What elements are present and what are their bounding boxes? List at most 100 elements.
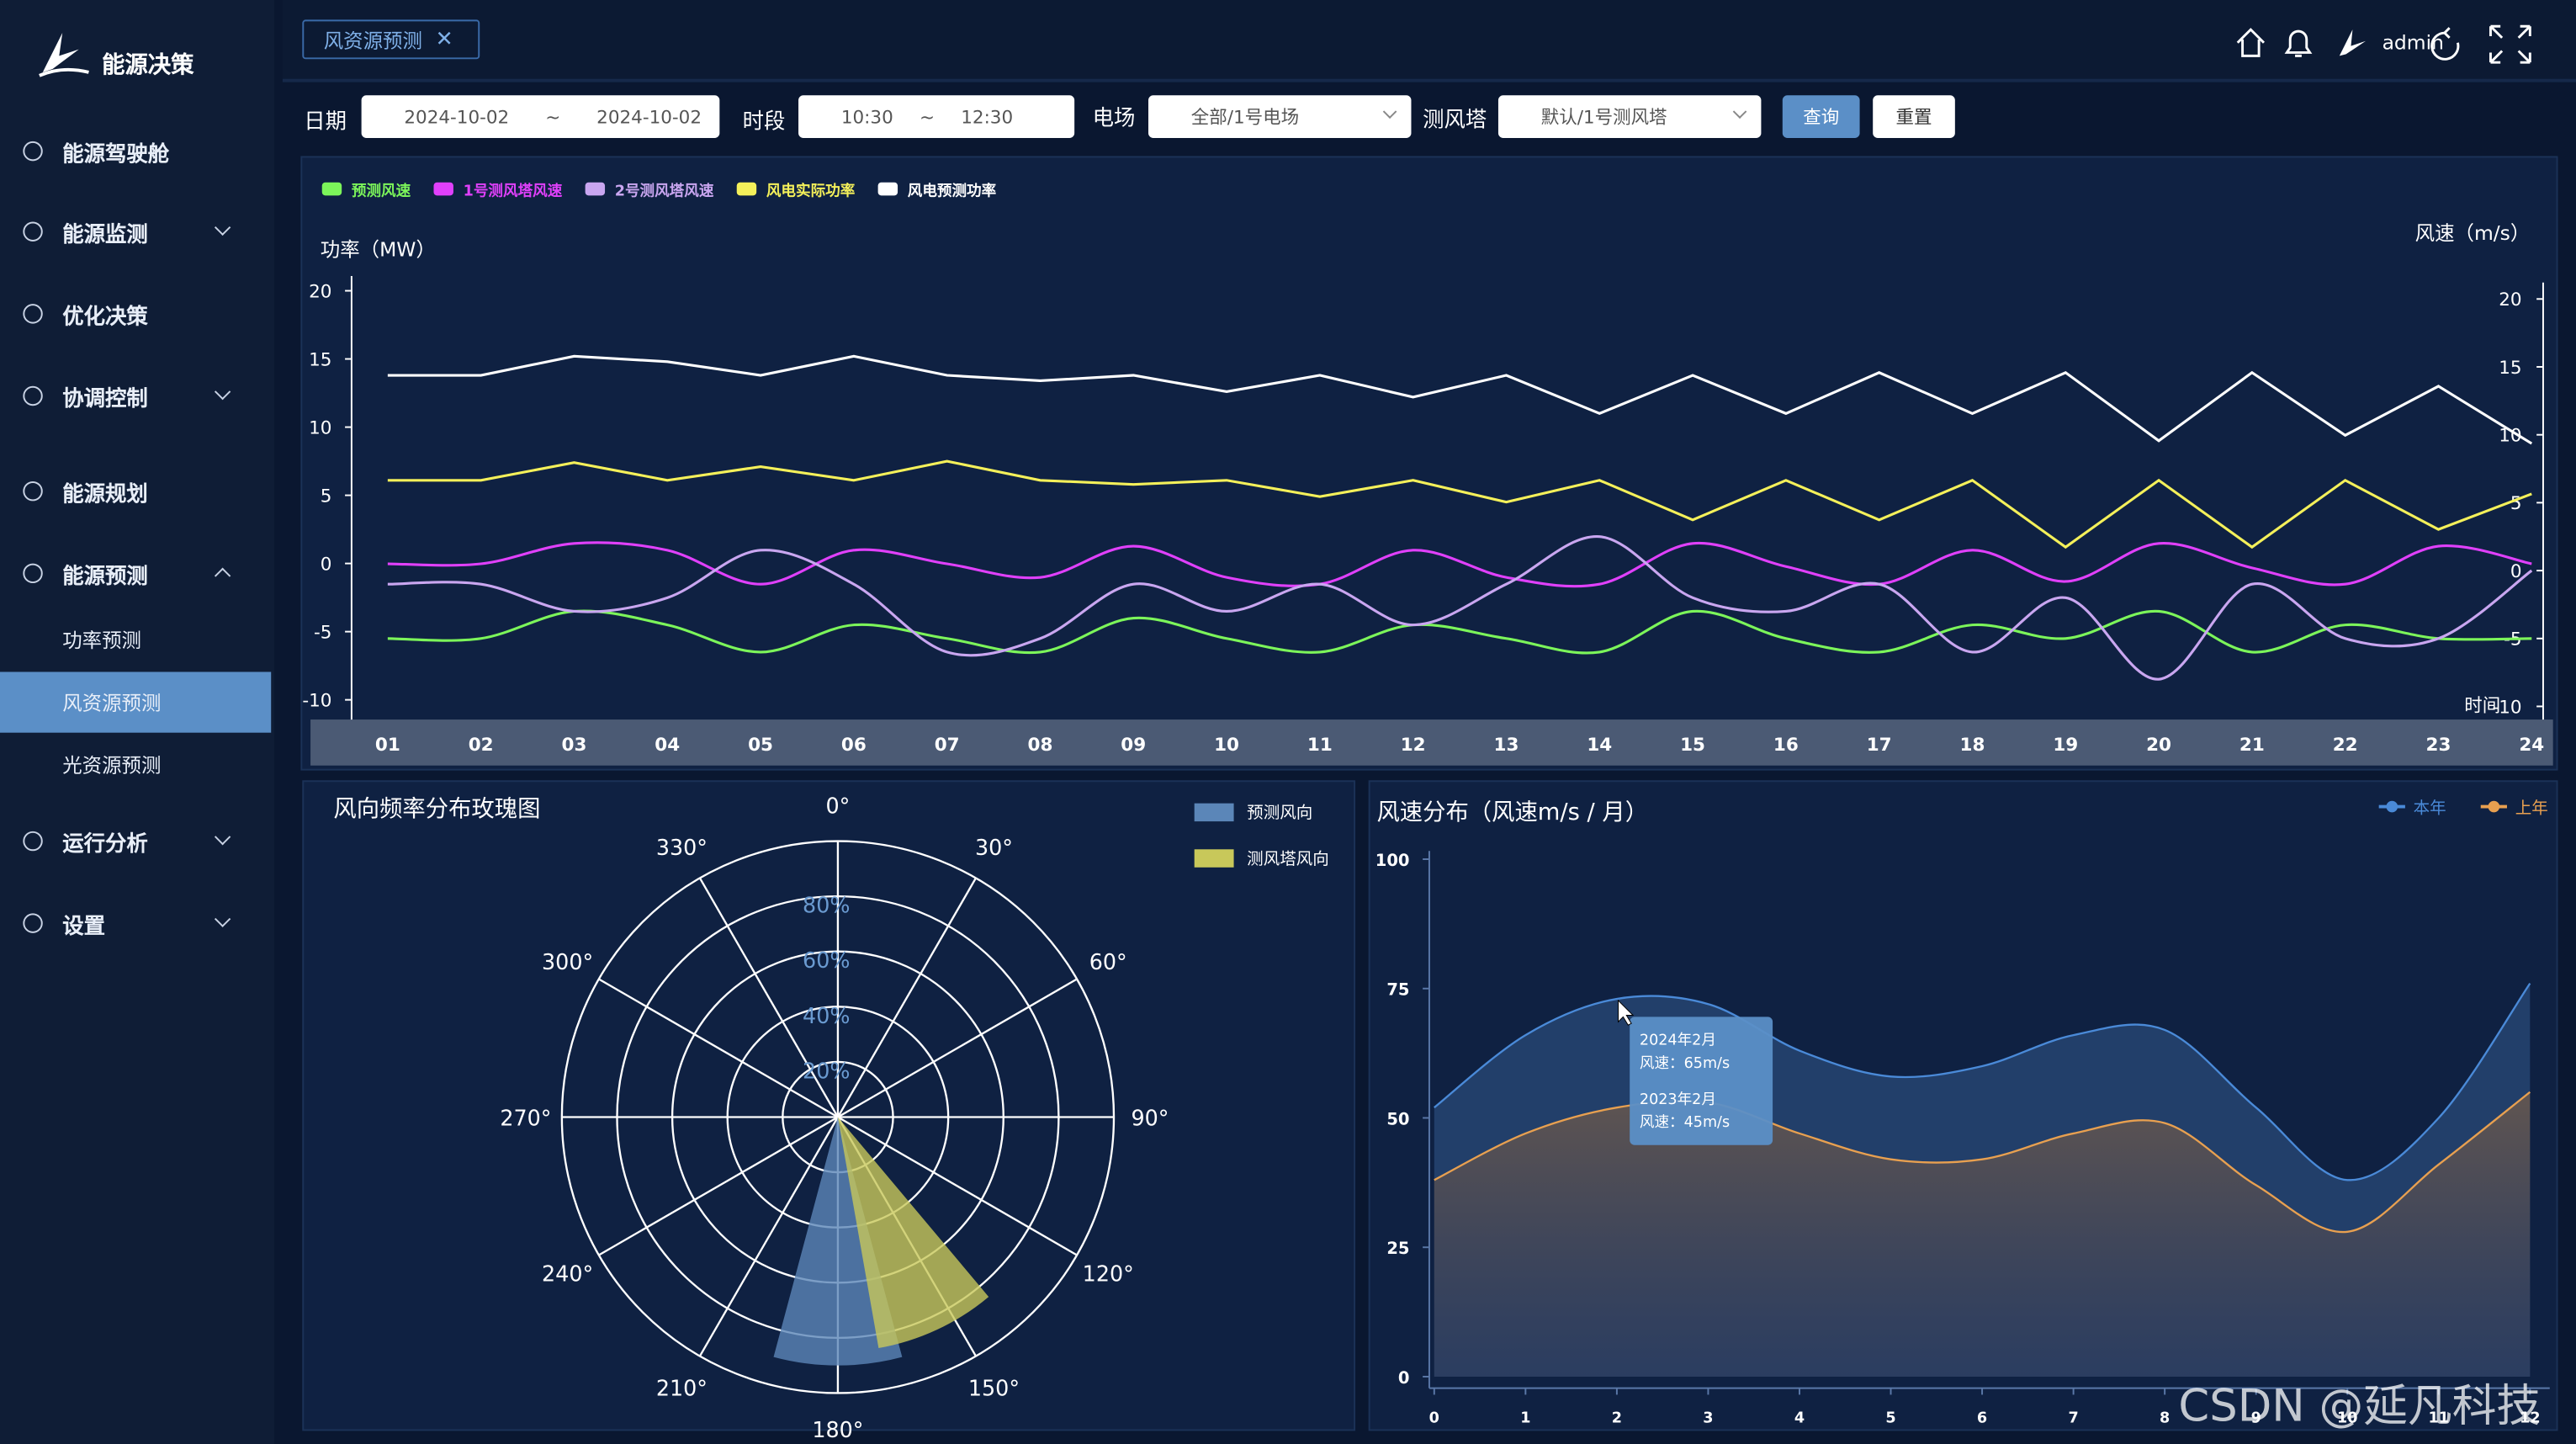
y-tick-label: 75 [1386,980,1409,1000]
menu-item[interactable]: 协调控制 [0,366,274,425]
y2-tick-label: 20 [2499,289,2521,311]
y2-axis-label: 风速（m/s） [2415,221,2531,245]
tooltip-line: 2024年2月 [1640,1033,1716,1049]
menu-item[interactable]: 能源监测 [0,202,274,261]
tooltip [1630,1017,1773,1145]
date-start: 2024-10-02 [404,105,510,128]
tab[interactable]: 风资源预测 ✕ [302,19,480,60]
tower-select[interactable]: 默认/1号测风塔 [1497,95,1762,138]
time-range[interactable]: 10:30 ~12:30 [798,95,1075,138]
tooltip-line: 风速：65m/s [1640,1055,1730,1072]
spoke [598,978,839,1118]
menu-icon [23,221,43,242]
date-range[interactable]: 2024-10-02 ~2024-10-02 [361,95,720,138]
area-line [1434,982,2531,1181]
angle-label: 30° [975,835,1013,860]
farm-value: 全部/1号电场 [1190,106,1300,129]
x-tick-label: 2 [1612,1410,1622,1427]
angle-label: 330° [656,835,708,860]
spoke [598,1116,839,1256]
y2-tick-label: 15 [2499,358,2521,379]
spoke [837,1116,1078,1256]
x-tick-label: 1 [1520,1410,1530,1427]
x-tick-label: 01 [375,735,400,756]
y-tick-label: -5 [314,622,331,643]
series-line [387,354,2533,445]
farm-label: 电场 [1092,106,1136,132]
fullscreen-icon[interactable] [2489,24,2531,64]
x-tick-label: 24 [2519,735,2544,756]
series-line [387,609,2532,655]
date-sep: ~ [545,105,561,128]
user-name[interactable]: admin [2382,31,2445,55]
menu-label: 能源驾驶舱 [62,141,170,167]
menu-label: 能源规划 [62,481,148,507]
x-tick-label: 0 [1429,1410,1439,1427]
y2-tick-label: 0 [2510,561,2522,582]
legend-label: 上年 [2515,798,2548,817]
legend-dot [2386,800,2398,813]
x-tick-label: 15 [1680,735,1705,756]
farm-select[interactable]: 全部/1号电场 [1148,95,1412,138]
menu-icon [23,563,43,584]
y-tick-label: 50 [1386,1109,1409,1128]
tab-close[interactable]: ✕ [435,27,453,52]
menu-item[interactable]: 能源预测 [0,544,274,603]
time-label: 时段 [742,109,786,135]
reset-button[interactable]: 重置 [1873,95,1955,138]
home-icon[interactable] [2236,28,2266,57]
time-end: 12:30 [961,105,1014,128]
chart-title: 风速分布（风速m/s / 月） [1376,799,1648,826]
user-logo [2339,29,2367,56]
legend-label: 预测风向 [1247,803,1312,822]
date-end: 2024-10-02 [596,105,702,128]
submenu-item[interactable]: 功率预测 [62,629,141,653]
y-tick-label: 25 [1386,1239,1409,1258]
menu-icon [23,304,43,324]
legend-label: 1号测风塔风速 [464,182,563,199]
menu-label: 优化决策 [62,305,148,330]
x-tick-label: 16 [1773,735,1799,756]
x-tick-label: 6 [1977,1410,1987,1427]
x-tick-label: 05 [748,735,773,756]
date-label: 日期 [304,109,347,135]
menu-label: 能源监测 [62,222,148,247]
legend-swatch [736,182,757,196]
query-button[interactable]: 查询 [1782,95,1860,138]
legend-swatch [433,182,453,196]
menu-item[interactable]: 优化决策 [0,284,274,343]
series-line [387,541,2532,588]
series-line [387,535,2533,681]
time-start: 10:30 [840,105,893,128]
header-icons [2236,24,2531,64]
x-tick-label: 8 [2160,1410,2170,1427]
menu-item[interactable]: 设置 [0,894,274,953]
legend-swatch [321,182,342,196]
sidebar: 能源决策 能源驾驶舱 能源监测 优化决策 协调控制 能源规划 能源预测 功率预测 风资源预测光… [0,0,275,1444]
menu-item[interactable]: 能源驾驶舱 [0,121,274,180]
menu-label: 协调控制 [62,386,148,412]
y-tick-label: 20 [309,281,331,302]
submenu-item[interactable]: 光资源预测 [62,754,162,778]
x-tick-label: 3 [1703,1410,1713,1427]
y-tick-label: 10 [309,417,331,438]
spoke [698,1116,839,1357]
x-tick-label: 10 [2337,1410,2357,1427]
x-tick-label: 02 [469,735,494,756]
submenu-item[interactable]: 风资源预测 [0,672,272,733]
menu-item[interactable]: 能源规划 [0,462,274,521]
menu-label: 运行分析 [62,831,148,857]
spoke [837,978,1078,1118]
menu-icon [23,831,43,852]
bell-icon[interactable] [2284,29,2313,57]
legend-dot [2488,800,2500,813]
y-tick-label: -10 [302,690,331,711]
x-tick-label: 04 [655,735,680,756]
x-tick-label: 06 [841,735,867,756]
menu-item[interactable]: 运行分析 [0,811,274,870]
spoke [698,877,839,1118]
logo [39,33,89,77]
x-tick-label: 23 [2426,735,2451,756]
refresh-icon[interactable] [2430,27,2460,61]
